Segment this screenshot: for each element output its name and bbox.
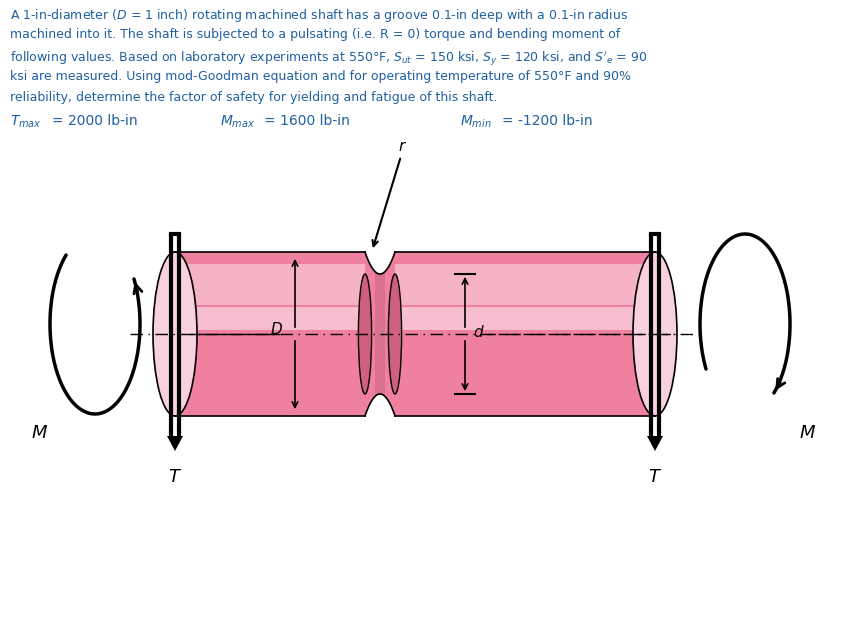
- Bar: [395, 252, 655, 416]
- Ellipse shape: [359, 274, 372, 394]
- Polygon shape: [647, 436, 663, 451]
- Text: $M_{max}$: $M_{max}$: [220, 114, 255, 130]
- Text: = -1200 lb-in: = -1200 lb-in: [502, 114, 593, 128]
- Polygon shape: [365, 252, 395, 416]
- Ellipse shape: [153, 252, 197, 416]
- Text: ksi are measured. Using mod-Goodman equation and for operating temperature of 55: ksi are measured. Using mod-Goodman equa…: [10, 70, 631, 83]
- Bar: [175, 264, 365, 305]
- Text: $r$: $r$: [398, 139, 408, 154]
- Bar: [395, 307, 655, 330]
- Text: $d$: $d$: [473, 324, 485, 340]
- Text: $T$: $T$: [648, 468, 662, 486]
- Polygon shape: [375, 272, 385, 397]
- Text: = 2000 lb-in: = 2000 lb-in: [52, 114, 137, 128]
- Bar: [175, 307, 365, 330]
- Polygon shape: [167, 436, 183, 451]
- Text: $M_{min}$: $M_{min}$: [460, 114, 492, 130]
- Text: $T_{max}$: $T_{max}$: [10, 114, 42, 130]
- Text: $D$: $D$: [270, 321, 283, 337]
- Text: $M$: $M$: [32, 424, 49, 442]
- Text: machined into it. The shaft is subjected to a pulsating (i.e. R = 0) torque and : machined into it. The shaft is subjected…: [10, 28, 620, 41]
- Text: reliability, determine the factor of safety for yielding and fatigue of this sha: reliability, determine the factor of saf…: [10, 91, 498, 104]
- Ellipse shape: [633, 252, 677, 416]
- Text: A 1-in-diameter ($D$ = 1 inch) rotating machined shaft has a groove 0.1-in deep : A 1-in-diameter ($D$ = 1 inch) rotating …: [10, 7, 628, 24]
- Text: $M$: $M$: [800, 424, 817, 442]
- Text: = 1600 lb-in: = 1600 lb-in: [264, 114, 350, 128]
- Text: $T$: $T$: [168, 468, 182, 486]
- Text: following values. Based on laboratory experiments at 550°F, $S_{ut}$ = 150 ksi, : following values. Based on laboratory ex…: [10, 49, 648, 68]
- Bar: [175, 252, 365, 416]
- Ellipse shape: [389, 274, 402, 394]
- Bar: [395, 264, 655, 305]
